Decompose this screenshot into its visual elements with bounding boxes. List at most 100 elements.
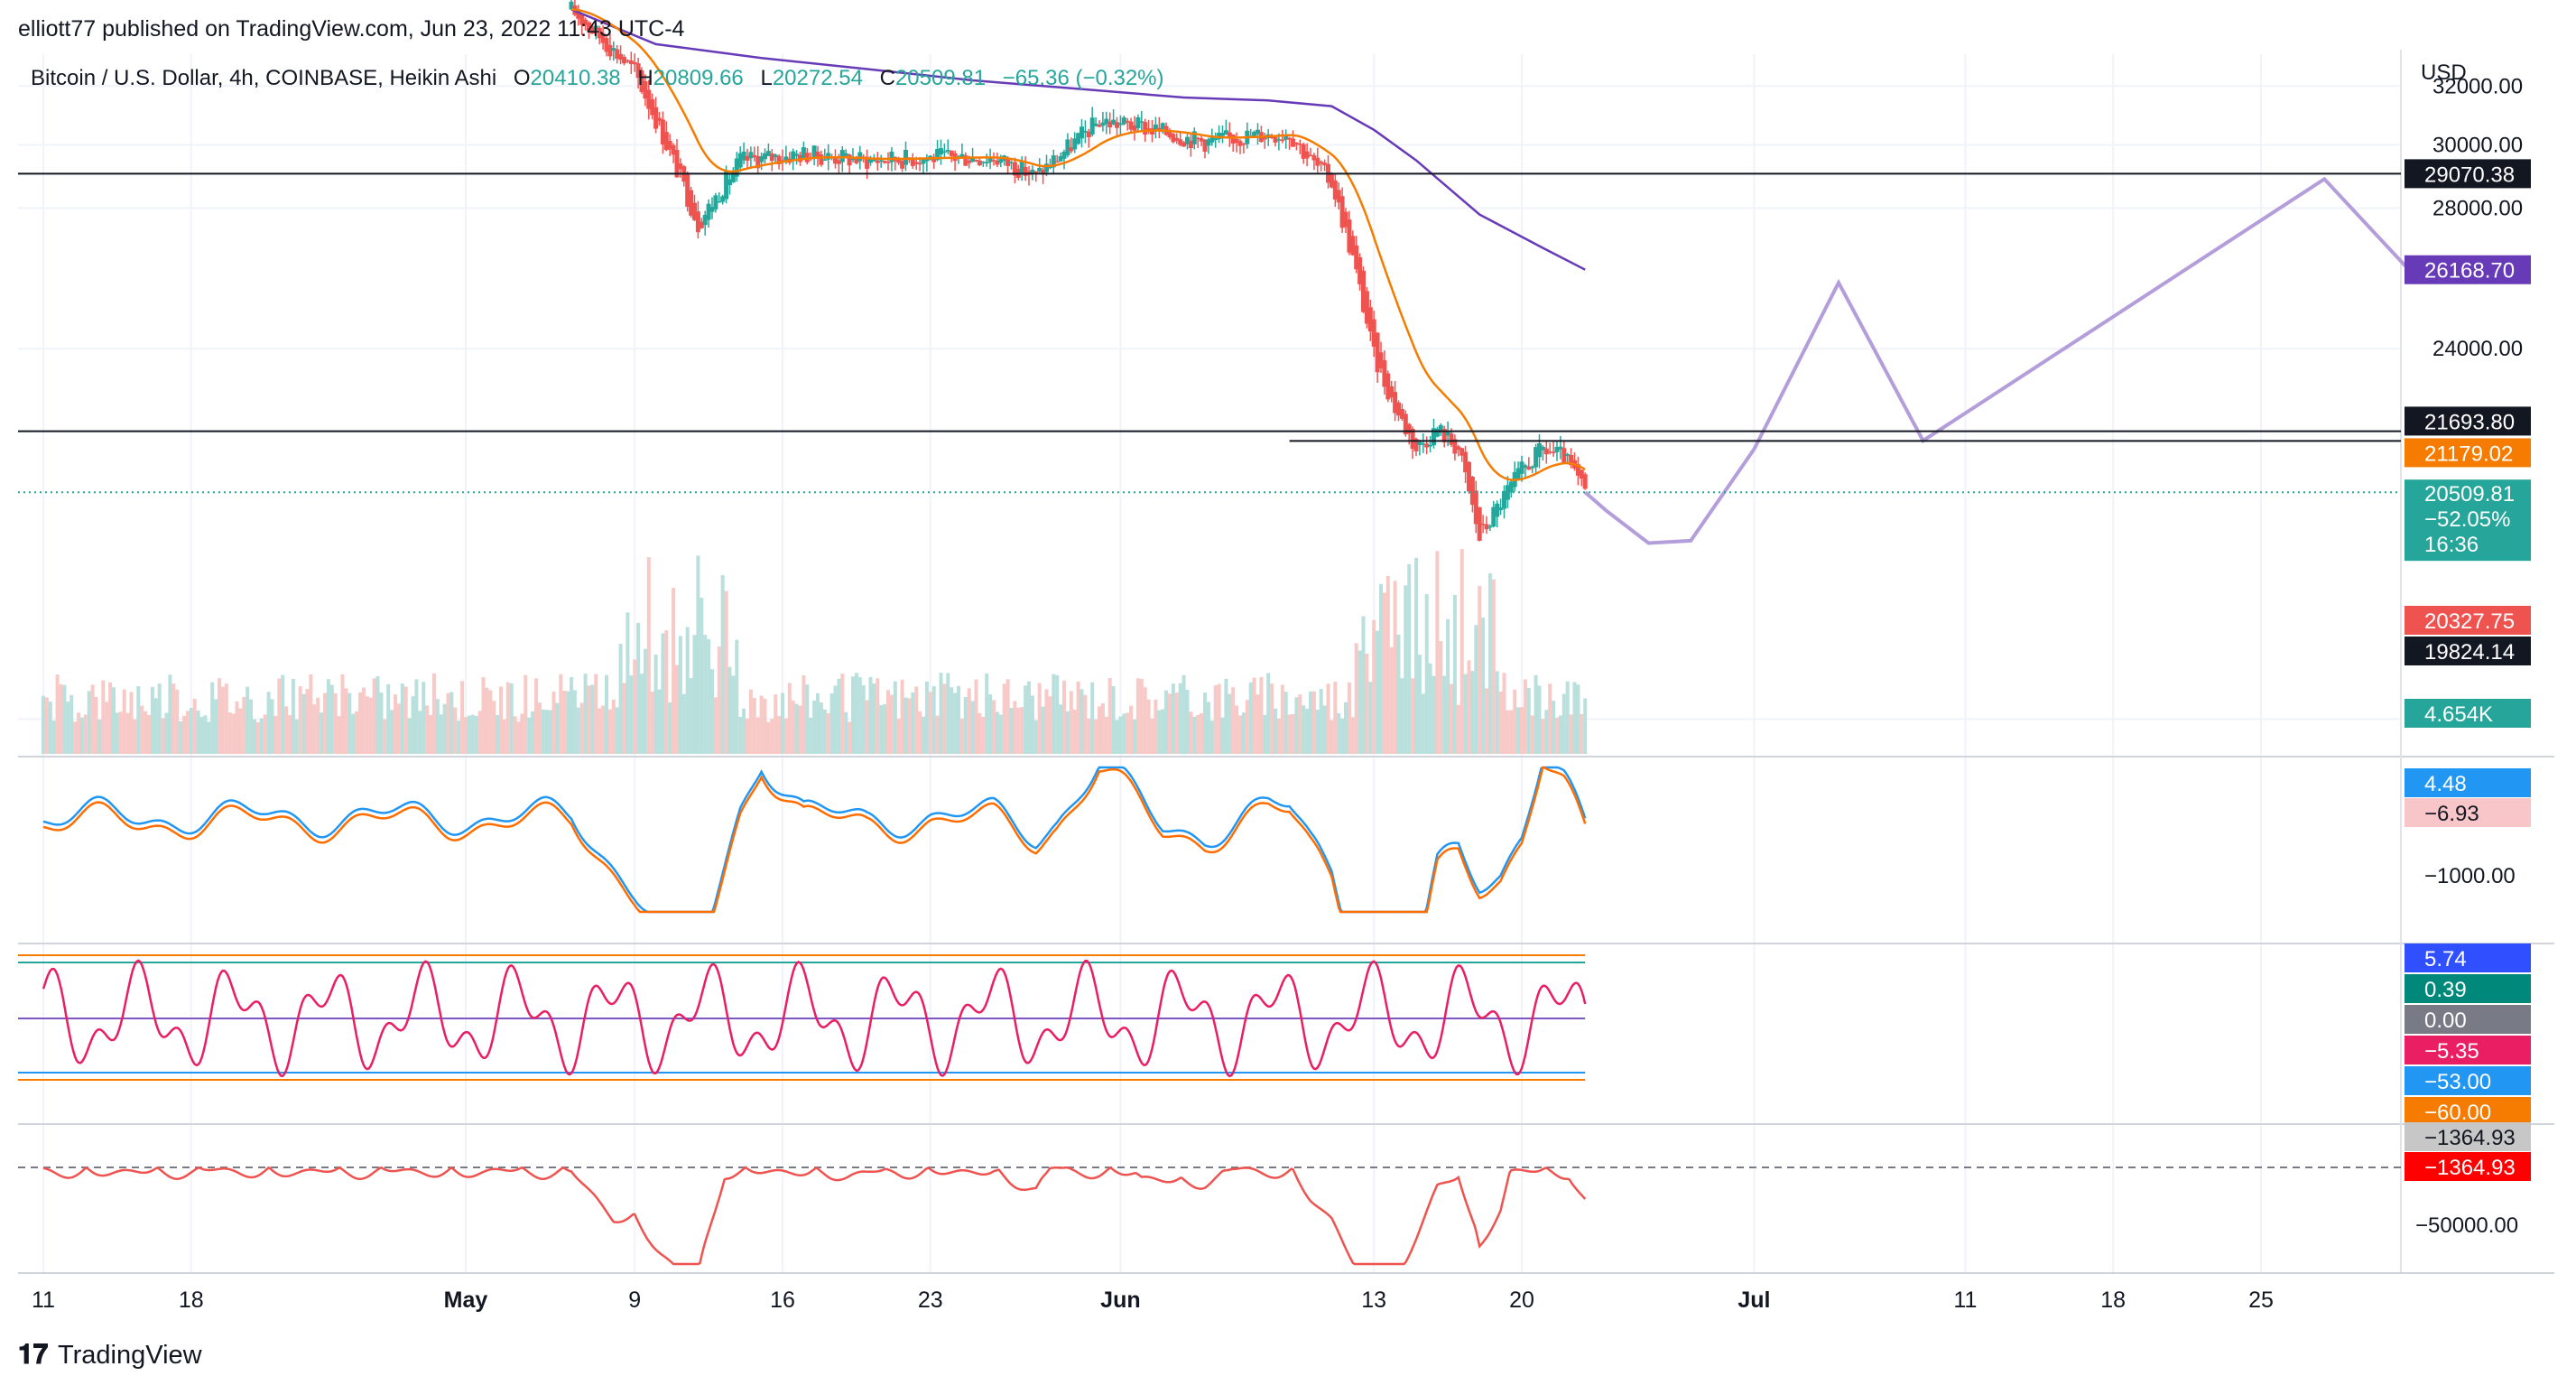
candle-body-0 bbox=[569, 1, 574, 10]
ind1-tick: −1000.00 bbox=[2424, 864, 2516, 888]
volume-bar-467 bbox=[668, 702, 672, 754]
volume-bar-447 bbox=[598, 708, 602, 754]
candle-body-23 bbox=[650, 99, 655, 116]
volume-bar-602 bbox=[1143, 687, 1147, 754]
candle-body-220 bbox=[1343, 211, 1348, 228]
volume-bar-325 bbox=[168, 674, 172, 754]
candle-body-278 bbox=[1547, 451, 1552, 453]
candle-body-132 bbox=[1033, 171, 1039, 173]
volume-bar-572 bbox=[1037, 683, 1042, 754]
candle-body-253 bbox=[1459, 448, 1465, 456]
candle-body-148 bbox=[1089, 117, 1095, 135]
candle-body-213 bbox=[1319, 162, 1324, 164]
publisher-text: elliott77 published on TradingView.com, … bbox=[18, 16, 685, 42]
volume-bar-546 bbox=[946, 673, 950, 754]
volume-bar-310 bbox=[115, 712, 119, 754]
volume-bar-294 bbox=[59, 683, 63, 754]
candle-body-156 bbox=[1117, 123, 1123, 125]
volume-bar-671 bbox=[1385, 575, 1390, 754]
candle-body-121 bbox=[995, 160, 1000, 165]
volume-bar-675 bbox=[1400, 678, 1404, 754]
volume-bar-458 bbox=[636, 622, 641, 754]
volume-bar-597 bbox=[1126, 712, 1130, 754]
volume-bar-598 bbox=[1129, 705, 1134, 754]
volume-bar-655 bbox=[1330, 720, 1334, 754]
candle-body-243 bbox=[1424, 443, 1430, 448]
volume-bar-690 bbox=[1452, 594, 1457, 754]
volume-bar-700 bbox=[1487, 572, 1492, 754]
candle-body-229 bbox=[1375, 332, 1380, 373]
candle-body-249 bbox=[1445, 431, 1450, 436]
volume-bar-399 bbox=[429, 715, 432, 754]
volume-bar-388 bbox=[390, 710, 394, 754]
candle-body-271 bbox=[1523, 465, 1528, 469]
candle-body-274 bbox=[1534, 447, 1539, 468]
volume-bar-415 bbox=[485, 687, 489, 754]
volume-bar-343 bbox=[231, 713, 236, 754]
volume-bar-624 bbox=[1220, 717, 1225, 754]
volume-bar-377 bbox=[351, 713, 356, 754]
volume-bar-387 bbox=[386, 683, 391, 754]
ind2-tag-0: 5.74 bbox=[2424, 947, 2467, 971]
candle-body-218 bbox=[1336, 190, 1341, 203]
volume-bar-596 bbox=[1122, 713, 1126, 754]
candle-body-267 bbox=[1508, 481, 1514, 493]
volume-bar-433 bbox=[548, 710, 552, 754]
candle-body-232 bbox=[1385, 373, 1391, 400]
volume-bar-499 bbox=[781, 692, 784, 754]
legend-line: Bitcoin / U.S. Dollar, 4h, COINBASE, Hei… bbox=[31, 66, 1164, 90]
volume-bar-461 bbox=[646, 557, 651, 754]
candle-body-171 bbox=[1171, 134, 1176, 143]
candle-body-238 bbox=[1406, 423, 1412, 434]
volume-bar-326 bbox=[171, 683, 176, 754]
candle-body-222 bbox=[1350, 236, 1356, 256]
volume-bar-369 bbox=[323, 692, 327, 754]
volume-bar-465 bbox=[661, 633, 665, 754]
candle-body-105 bbox=[939, 148, 943, 155]
candle-body-142 bbox=[1069, 147, 1074, 152]
volume-bar-486 bbox=[735, 639, 739, 754]
candle-body-206 bbox=[1293, 143, 1299, 145]
candle-body-168 bbox=[1160, 123, 1165, 129]
volume-bar-569 bbox=[1027, 681, 1031, 754]
volume-bar-712 bbox=[1530, 715, 1534, 754]
candle-body-138 bbox=[1054, 161, 1060, 163]
candle-body-154 bbox=[1111, 119, 1117, 125]
volume-bar-691 bbox=[1456, 704, 1460, 754]
ind2-tag-2-bg bbox=[2405, 1005, 2531, 1034]
candle-body-42 bbox=[717, 201, 722, 203]
volume-bar-678 bbox=[1411, 678, 1415, 754]
volume-bar-561 bbox=[998, 714, 1003, 754]
candle-body-197 bbox=[1262, 136, 1267, 140]
price-tag-ema-long-bg bbox=[2405, 255, 2531, 284]
volume-bar-453 bbox=[618, 644, 623, 754]
candle-body-234 bbox=[1393, 392, 1398, 414]
price-tag-ema-short-bg bbox=[2405, 438, 2531, 468]
volume-bar-703 bbox=[1498, 692, 1503, 754]
candle-body-66 bbox=[801, 147, 806, 159]
candle-body-128 bbox=[1019, 160, 1024, 173]
volume-bar-693 bbox=[1463, 674, 1468, 754]
volume-bar-592 bbox=[1107, 678, 1112, 754]
candle-body-164 bbox=[1146, 128, 1152, 130]
volume-bar-695 bbox=[1470, 671, 1475, 754]
volume-bar-527 bbox=[879, 704, 884, 754]
volume-bar-299 bbox=[77, 712, 80, 754]
candle-body-89 bbox=[882, 161, 887, 163]
candle-body-116 bbox=[977, 160, 982, 166]
volume-bar-684 bbox=[1432, 675, 1436, 754]
candle-body-152 bbox=[1104, 118, 1109, 125]
volume-bar-591 bbox=[1104, 716, 1108, 754]
volume-bar-365 bbox=[309, 674, 313, 754]
volume-bar-420 bbox=[502, 719, 506, 754]
volume-bar-306 bbox=[101, 680, 106, 754]
volume-bar-600 bbox=[1135, 678, 1140, 754]
candle-body-59 bbox=[776, 155, 782, 164]
volume-bar-457 bbox=[633, 659, 637, 754]
volume-bar-507 bbox=[809, 717, 813, 754]
volume-bar-410 bbox=[467, 715, 471, 754]
ind3-tag-0: −1364.93 bbox=[2424, 1126, 2516, 1150]
volume-bar-608 bbox=[1164, 690, 1169, 754]
price-tag-level-low: 19824.14 bbox=[2424, 640, 2515, 665]
volume-bar-616 bbox=[1192, 716, 1197, 754]
